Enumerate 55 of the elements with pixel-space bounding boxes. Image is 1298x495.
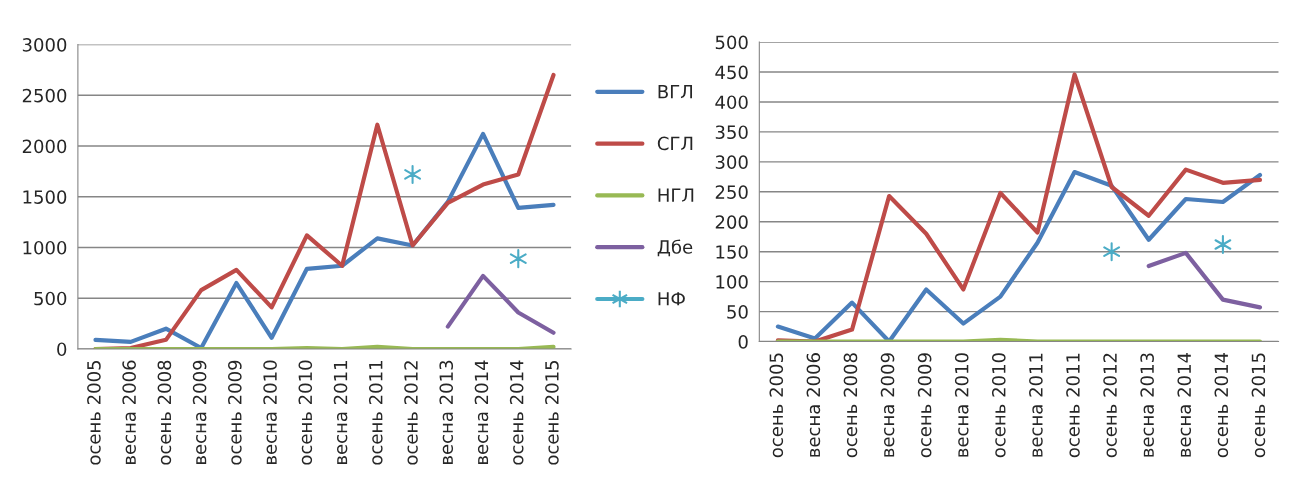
x-tick-label: весна 2006 — [806, 353, 821, 457]
y-tick-label: 50 — [727, 305, 748, 319]
y-tick-label: 0 — [738, 335, 748, 349]
y-tick-label: 500 — [34, 291, 67, 306]
line-series — [775, 72, 1263, 342]
y-tick-label: 250 — [715, 185, 748, 199]
y-tick-label: 2000 — [22, 139, 67, 154]
x-tick-label: весна 2013 — [1140, 353, 1154, 457]
legend-label: СГЛ — [657, 136, 693, 151]
x-tick-label: осень 2014 — [509, 360, 524, 465]
y-tick-label: 2500 — [22, 88, 67, 103]
x-tick-label: осень 2009 — [917, 353, 932, 458]
y-tick-label: 200 — [715, 215, 748, 229]
x-tick-label: весна 2009 — [880, 353, 895, 457]
legend-label: ВГЛ — [658, 85, 693, 99]
y-tick-label: 0 — [57, 342, 67, 357]
legend-label: НФ — [658, 292, 685, 306]
legend-label: Дбе — [657, 239, 693, 257]
x-tick-label: весна 2011 — [1029, 353, 1043, 457]
y-tick-label: 350 — [715, 125, 748, 140]
y-tick-label: 1000 — [23, 240, 67, 255]
x-tick-label: осень 2010 — [298, 360, 313, 465]
y-tick-label: 150 — [716, 245, 748, 259]
x-tick-label: осень 2005 — [769, 353, 784, 458]
x-tick-label: осень 2011 — [368, 361, 383, 465]
x-tick-label: осень 2014 — [1214, 352, 1229, 458]
y-tick-label: 500 — [715, 35, 748, 50]
x-tick-label: весна 2006 — [122, 360, 136, 464]
line-series — [445, 273, 556, 335]
y-tick-label: 300 — [715, 155, 748, 169]
y-tick-label: 1500 — [23, 190, 67, 204]
y-tick-label: 100 — [716, 275, 748, 289]
x-tick-label: осень 2005 — [87, 360, 101, 465]
x-tick-label: весна 2013 — [439, 360, 454, 464]
x-tick-label: весна 2010 — [263, 360, 277, 464]
x-tick-label: весна 2010 — [954, 353, 969, 457]
legend-label: НГЛ — [658, 188, 694, 202]
x-tick-label: весна 2014 — [1177, 352, 1192, 457]
x-tick-label: осень 2015 — [545, 360, 559, 465]
x-tick-label: осень 2011 — [1066, 353, 1080, 458]
x-tick-label: осень 2015 — [1251, 353, 1266, 458]
x-tick-label: осень 2012 — [1103, 353, 1117, 458]
x-tick-label: весна 2014 — [474, 360, 489, 464]
x-tick-label: весна 2011 — [333, 361, 348, 464]
y-tick-label: 3000 — [22, 38, 67, 52]
y-tick-label: 450 — [715, 65, 748, 80]
x-tick-label: осень 2008 — [157, 360, 172, 465]
x-tick-label: осень 2012 — [404, 361, 418, 465]
x-tick-label: осень 2009 — [228, 360, 242, 465]
x-tick-label: осень 2008 — [843, 353, 858, 458]
x-tick-label: осень 2010 — [991, 353, 1006, 458]
line-series — [775, 169, 1263, 342]
line-series — [1146, 250, 1263, 310]
x-tick-label: весна 2009 — [192, 360, 207, 464]
y-tick-label: 400 — [715, 95, 748, 110]
